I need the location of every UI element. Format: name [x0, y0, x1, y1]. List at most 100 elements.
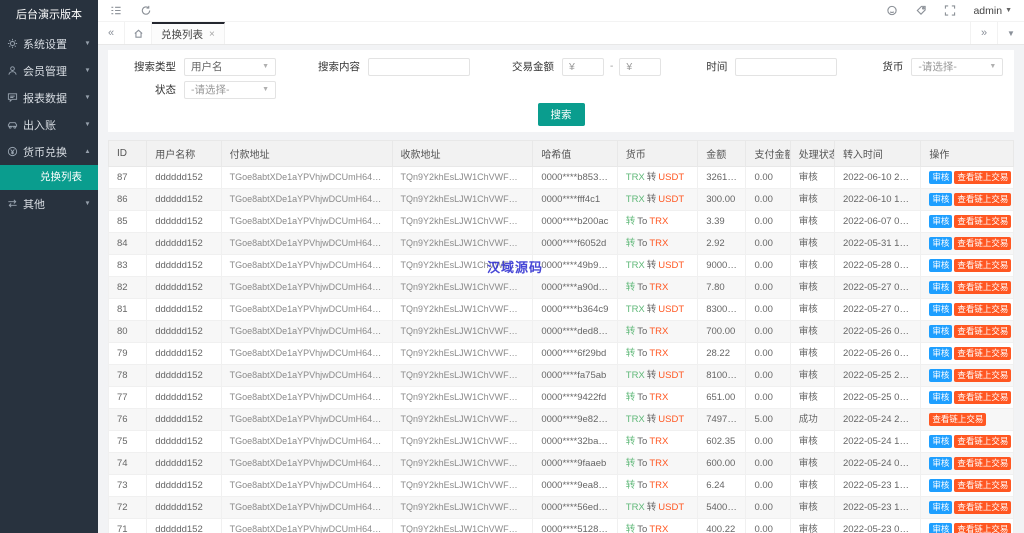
review-button[interactable]: 审核 [929, 281, 953, 294]
view-chain-tx-button[interactable]: 查看链上交易 [954, 237, 1012, 250]
clear-cache-icon[interactable] [886, 4, 900, 17]
table-cell: 6.24 [697, 474, 747, 497]
refresh-icon[interactable] [140, 4, 154, 17]
tab-exchange-list[interactable]: 兑换列表 × [152, 22, 225, 44]
view-chain-tx-button[interactable]: 查看链上交易 [954, 479, 1012, 492]
table-cell: 5400.00 [697, 496, 747, 519]
currency-separator: To [637, 458, 648, 469]
review-button[interactable]: 审核 [929, 501, 953, 514]
time-input[interactable] [735, 57, 838, 76]
table-cell: TGoe8abtXDe1aYPVhjwDCUmH641VHkrCCX [220, 232, 393, 255]
view-chain-tx-button[interactable]: 查看链上交易 [954, 523, 1012, 533]
review-button[interactable]: 审核 [929, 479, 953, 492]
table-cell: TGoe8abtXDe1aYPVhjwDCUmH641VHkrCCX [220, 298, 393, 321]
search-type-select[interactable]: 用户名 ▼ [184, 57, 276, 76]
review-button[interactable]: 审核 [929, 303, 953, 316]
sidebar-item-label: 报表数据 [23, 92, 67, 105]
table-cell: dddddd152 [146, 342, 222, 365]
review-button[interactable]: 审核 [929, 325, 953, 338]
table-cell: 转 To TRX [616, 518, 699, 533]
admin-menu[interactable]: admin ▼ [973, 5, 1012, 17]
review-button[interactable]: 审核 [929, 237, 953, 250]
currency-separator: 转 [646, 194, 657, 205]
review-button[interactable]: 审核 [929, 347, 953, 360]
view-chain-tx-button[interactable]: 查看链上交易 [954, 193, 1012, 206]
currency-from: 转 [625, 238, 636, 249]
status-select[interactable]: -请选择- ▼ [184, 80, 276, 99]
table-cell: 0.00 [745, 386, 791, 409]
table-cell: 0000****b364c9 [532, 298, 618, 321]
sidebar-item-other[interactable]: 其他 ▼ [0, 190, 98, 217]
amount-min-input[interactable]: ¥ [562, 57, 604, 76]
review-button[interactable]: 审核 [929, 193, 953, 206]
view-chain-tx-button[interactable]: 查看链上交易 [954, 171, 1012, 184]
review-button[interactable]: 审核 [929, 457, 953, 470]
view-chain-tx-button[interactable]: 查看链上交易 [954, 303, 1012, 316]
view-chain-tx-button[interactable]: 查看链上交易 [954, 391, 1012, 404]
table-cell: TGoe8abtXDe1aYPVhjwDCUmH641VHkrCCX [220, 276, 393, 299]
search-content-input[interactable] [368, 57, 470, 76]
review-button[interactable]: 审核 [929, 215, 953, 228]
table-cell: TGoe8abtXDe1aYPVhjwDCUmH641VHkrCCX [220, 210, 393, 233]
view-chain-tx-button[interactable]: 查看链上交易 [954, 457, 1012, 470]
status-label: 状态 [155, 84, 176, 96]
currency-from: TRX [625, 502, 645, 513]
review-button[interactable]: 审核 [929, 171, 953, 184]
review-button[interactable]: 审核 [929, 259, 953, 272]
table-cell: 0.00 [745, 254, 791, 277]
currency-select[interactable]: -请选择- ▼ [911, 57, 1004, 76]
table-cell: TGoe8abtXDe1aYPVhjwDCUmH641VHkrCCX [220, 342, 393, 365]
review-button[interactable]: 审核 [929, 435, 953, 448]
table-row: 84 dddddd152 TGoe8abtXDe1aYPVhjwDCUmH641VH… [107, 232, 1014, 255]
currency-separator: To [637, 282, 648, 293]
review-button[interactable]: 审核 [929, 523, 953, 533]
tag-icon[interactable] [915, 4, 929, 17]
table-cell: 0.00 [745, 342, 791, 365]
review-button[interactable]: 审核 [929, 391, 953, 404]
sidebar-item-reports[interactable]: 报表数据 ▼ [0, 84, 98, 111]
view-chain-tx-button[interactable]: 查看链上交易 [954, 369, 1012, 382]
table-cell: 审核 [789, 342, 835, 365]
tab-scroll-left-icon[interactable]: « [98, 22, 125, 44]
table-cell: 602.35 [697, 430, 747, 453]
view-chain-tx-button[interactable]: 查看链上交易 [954, 435, 1012, 448]
currency-from: TRX [625, 172, 645, 183]
view-chain-tx-button[interactable]: 查看链上交易 [954, 501, 1012, 514]
chevron-down-icon: ▼ [989, 63, 997, 70]
collapse-menu-icon[interactable] [110, 4, 124, 17]
sidebar-item-currency-exchange[interactable]: 货币兑换 ▲ [0, 138, 98, 165]
table-cell: 审核 查看链上交易 [920, 518, 1014, 533]
table-cell: TQn9Y2khEsLJW1ChVWFMSMeRDow5Kc... [391, 342, 534, 365]
table-row: 75 dddddd152 TGoe8abtXDe1aYPVhjwDCUmH641VH… [107, 430, 1014, 453]
review-button[interactable]: 审核 [929, 369, 953, 382]
view-chain-tx-button[interactable]: 查看链上交易 [954, 325, 1012, 338]
table-cell: TGoe8abtXDe1aYPVhjwDCUmH641VHkrCCX [220, 474, 393, 497]
table-cell: 0000****b85374 [532, 166, 618, 189]
fullscreen-icon[interactable] [944, 4, 958, 17]
sidebar-item-system-settings[interactable]: 系统设置 ▼ [0, 30, 98, 57]
close-icon[interactable]: × [209, 28, 215, 40]
view-chain-tx-button[interactable]: 查看链上交易 [954, 281, 1012, 294]
home-tab-icon[interactable] [125, 22, 152, 44]
table-cell: 3.39 [697, 210, 747, 233]
currency-from: 转 [625, 458, 636, 469]
table-cell: TQn9Y2khEsLJW1ChVWFMSMeRDow5Kc... [391, 232, 534, 255]
sidebar-item-members[interactable]: 会员管理 ▼ [0, 57, 98, 84]
view-chain-tx-button[interactable]: 查看链上交易 [954, 215, 1012, 228]
currency-from: 转 [625, 282, 636, 293]
table-cell: 2022-06-10 15:43:54 [833, 188, 922, 211]
table-cell: 78 [107, 364, 148, 387]
sidebar-item-accounts[interactable]: 出入账 ▼ [0, 111, 98, 138]
table-cell: 600.00 [697, 452, 747, 475]
view-chain-tx-button[interactable]: 查看链上交易 [954, 259, 1012, 272]
tab-scroll-right-icon[interactable]: » [970, 22, 997, 44]
amount-max-input[interactable]: ¥ [619, 57, 662, 76]
table-cell: 2022-05-24 21:30:45 [833, 408, 922, 431]
chevron-down-icon: ▼ [262, 63, 269, 70]
table-cell: dddddd152 [146, 166, 222, 189]
search-button[interactable]: 搜索 [537, 102, 585, 126]
tab-options-icon[interactable]: ▼ [997, 22, 1024, 44]
sidebar-item-exchange-list[interactable]: 兑换列表 [0, 165, 98, 190]
view-chain-tx-button[interactable]: 查看链上交易 [954, 347, 1012, 360]
view-chain-tx-button[interactable]: 查看链上交易 [929, 413, 987, 426]
